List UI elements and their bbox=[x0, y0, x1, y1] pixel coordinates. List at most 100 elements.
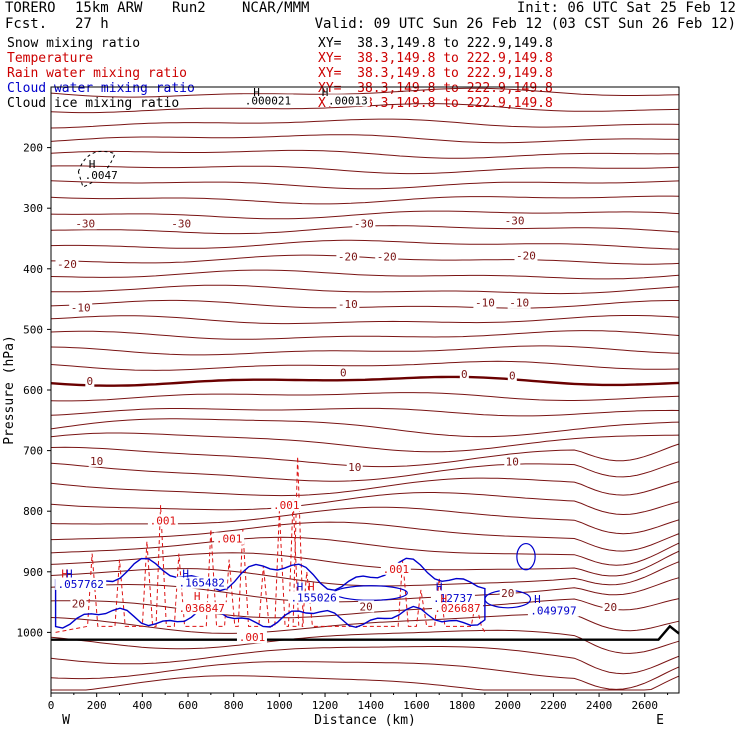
isotherm-line bbox=[50, 536, 680, 566]
forecast-hour: 27 h bbox=[75, 16, 109, 32]
isotherm-line bbox=[50, 87, 680, 98]
isotherm-label: 20 bbox=[72, 597, 85, 610]
x-tick-label: 800 bbox=[224, 699, 244, 712]
isotherm-line bbox=[50, 598, 680, 619]
x-tick-label: 2400 bbox=[586, 699, 613, 712]
isotherm-label: -10 bbox=[475, 297, 495, 310]
freezing-isotherm bbox=[50, 375, 680, 387]
isotherm-line bbox=[50, 149, 680, 159]
isotherm-label: 20 bbox=[501, 587, 514, 600]
x-axis-label: Distance (km) bbox=[314, 713, 416, 728]
snow-contour-label: .000021 bbox=[245, 94, 291, 107]
isotherm-label: 20 bbox=[604, 601, 617, 614]
max-marker: H bbox=[194, 590, 201, 603]
y-tick-label: 800 bbox=[23, 505, 43, 518]
isotherm-label: 0 bbox=[87, 375, 94, 388]
isotherm-line bbox=[50, 345, 680, 356]
isotherm-line bbox=[50, 210, 680, 220]
isotherm-label: -30 bbox=[505, 214, 525, 227]
field-cloud-ice-xy: XY= 38.3,149.8 to 222.9,149.8 bbox=[318, 96, 553, 111]
isotherm-line bbox=[50, 492, 680, 516]
rain-contour-label: .001 bbox=[150, 514, 177, 527]
x-tick-label: 200 bbox=[87, 699, 107, 712]
isotherm-line bbox=[50, 239, 680, 250]
isotherm-line bbox=[50, 360, 680, 371]
max-marker: H bbox=[66, 568, 73, 581]
contour-labels: -30 -30 -30 -30 -20 -20 -20 -20 -10 -10 -10 -10 0 0 0 0… bbox=[55, 86, 619, 644]
isotherm-line bbox=[50, 407, 680, 417]
cloud-water-cell bbox=[516, 542, 536, 571]
x-tick-label: 0 bbox=[48, 699, 55, 712]
isotherm-line bbox=[51, 675, 680, 691]
rain-contour-label: .001 bbox=[383, 563, 410, 576]
west-label: W bbox=[62, 713, 70, 728]
isotherm-line bbox=[50, 550, 680, 577]
field-snow-name: Snow mixing ratio bbox=[7, 36, 141, 51]
y-tick-label: 200 bbox=[23, 142, 43, 155]
isotherm-line bbox=[50, 118, 680, 129]
isotherm-label: -20 bbox=[377, 251, 397, 264]
isotherm-label: -20 bbox=[516, 249, 536, 262]
cloud-water-label: .057762 bbox=[58, 578, 104, 591]
isotherm-line bbox=[50, 521, 680, 552]
isotherm-line bbox=[50, 195, 680, 205]
isotherm-label: -30 bbox=[171, 217, 191, 230]
isotherm-line bbox=[50, 299, 679, 309]
cloud-water-cell bbox=[333, 585, 408, 601]
x-tick-label: 2000 bbox=[494, 699, 521, 712]
isotherm-label: -30 bbox=[75, 217, 95, 230]
isotherm-label: -30 bbox=[354, 217, 374, 230]
snow-contour-label: .00013 bbox=[328, 94, 368, 107]
max-marker: H bbox=[440, 592, 447, 605]
cloud-water-label: .155026 bbox=[290, 591, 336, 604]
field-rain-xy: XY= 38.3,149.8 to 222.9,149.8 bbox=[318, 66, 553, 81]
isotherm-label: 10 bbox=[90, 455, 103, 468]
isotherm-line bbox=[50, 646, 680, 675]
axes: 0 200 400 600 800 1000 1200 1400 1600 1800 2000 220… bbox=[17, 142, 669, 712]
isotherm-line bbox=[50, 629, 680, 654]
field-temperature-name: Temperature bbox=[7, 51, 94, 66]
isotherm-label: 0 bbox=[340, 366, 347, 379]
isotherm-line bbox=[50, 269, 680, 280]
run-label: Run2 bbox=[172, 0, 206, 16]
isotherm-line bbox=[50, 165, 680, 175]
isotherm-line bbox=[50, 432, 680, 453]
x-tick-label: 400 bbox=[132, 699, 152, 712]
max-marker: H bbox=[534, 593, 541, 606]
rain-contour-label: .001 bbox=[216, 532, 243, 545]
forecast-label: Fcst. bbox=[5, 16, 48, 32]
x-tick-label: 1800 bbox=[449, 699, 476, 712]
max-marker: H bbox=[308, 580, 315, 593]
cloud-water-label: .049797 bbox=[530, 605, 576, 618]
rain-contour-label: .001 bbox=[273, 499, 300, 512]
max-marker: H bbox=[89, 158, 96, 171]
y-tick-label: 500 bbox=[23, 323, 43, 336]
init-time: Init: 06 UTC Sat 25 Feb 12 bbox=[516, 0, 736, 16]
x-tick-label: 2600 bbox=[631, 699, 658, 712]
max-marker: H bbox=[61, 568, 68, 581]
model-name: TORERO bbox=[5, 0, 56, 16]
isotherm-label: -10 bbox=[71, 302, 91, 315]
field-snow-xy: XY= 38.3,149.8 to 222.9,149.8 bbox=[318, 36, 553, 51]
x-tick-label: 600 bbox=[178, 699, 198, 712]
isotherm-label: -10 bbox=[338, 298, 358, 311]
isotherm-line bbox=[50, 506, 680, 535]
field-cloud-ice-name: Cloud ice mixing ratio bbox=[7, 96, 180, 111]
isotherm-line bbox=[50, 477, 680, 497]
x-tick-label: 1200 bbox=[312, 699, 339, 712]
model-resolution: 15km ARW bbox=[75, 0, 143, 16]
isotherm-line bbox=[50, 461, 680, 482]
east-label: E bbox=[656, 713, 664, 728]
contour-lines bbox=[50, 87, 680, 691]
field-temperature-xy: XY= 38.3,149.8 to 222.9,149.8 bbox=[318, 51, 553, 66]
x-tick-label: 1600 bbox=[403, 699, 430, 712]
isotherm-label: 0 bbox=[461, 368, 468, 381]
field-cloud-water-name: Cloud water mixing ratio bbox=[7, 81, 195, 96]
isotherm-line bbox=[51, 254, 680, 265]
isotherm-line bbox=[50, 392, 680, 402]
isotherm-line bbox=[50, 330, 680, 340]
max-marker: H bbox=[322, 86, 329, 99]
ground-line bbox=[51, 624, 680, 641]
isotherm-line bbox=[50, 661, 680, 690]
isotherm-line bbox=[50, 134, 680, 144]
